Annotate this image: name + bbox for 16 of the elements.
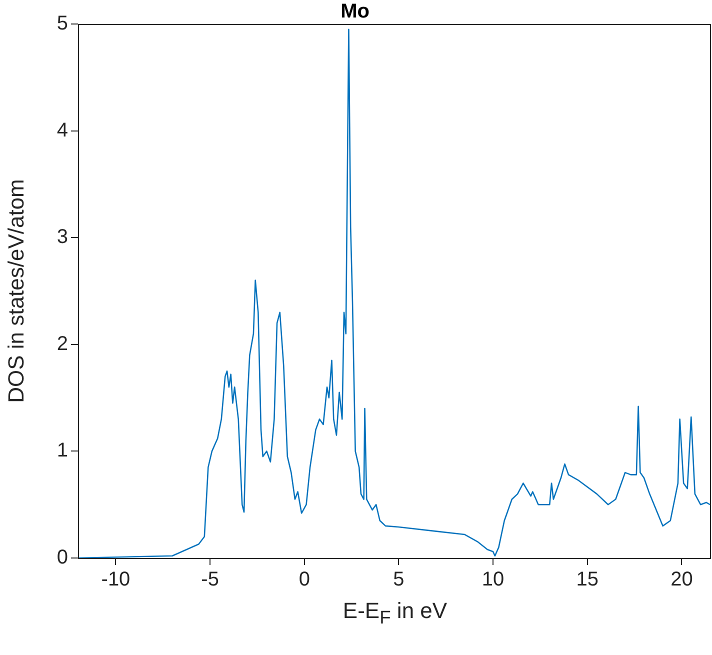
y-axis-title: DOS in states/eV/atom xyxy=(3,179,28,403)
y-tick-label: 3 xyxy=(56,226,68,248)
y-tick-label: 2 xyxy=(56,332,68,355)
x-tick-label: -10 xyxy=(101,568,130,591)
y-tick-label: 4 xyxy=(56,119,68,142)
y-tick-label: 0 xyxy=(56,546,68,569)
x-tick-label: 20 xyxy=(670,568,693,591)
chart-title: Mo xyxy=(340,0,370,23)
y-tick-label: 1 xyxy=(56,440,68,462)
y-tick-label: 5 xyxy=(56,12,68,35)
x-tick-label: 0 xyxy=(298,568,310,591)
x-tick-label: 15 xyxy=(576,568,598,591)
x-tick-label: 5 xyxy=(393,568,404,591)
x-tick-label: -5 xyxy=(201,568,219,591)
x-axis-title: E-E$_{F}$ in eV xyxy=(342,598,448,628)
x-tick-label: 10 xyxy=(482,568,504,591)
